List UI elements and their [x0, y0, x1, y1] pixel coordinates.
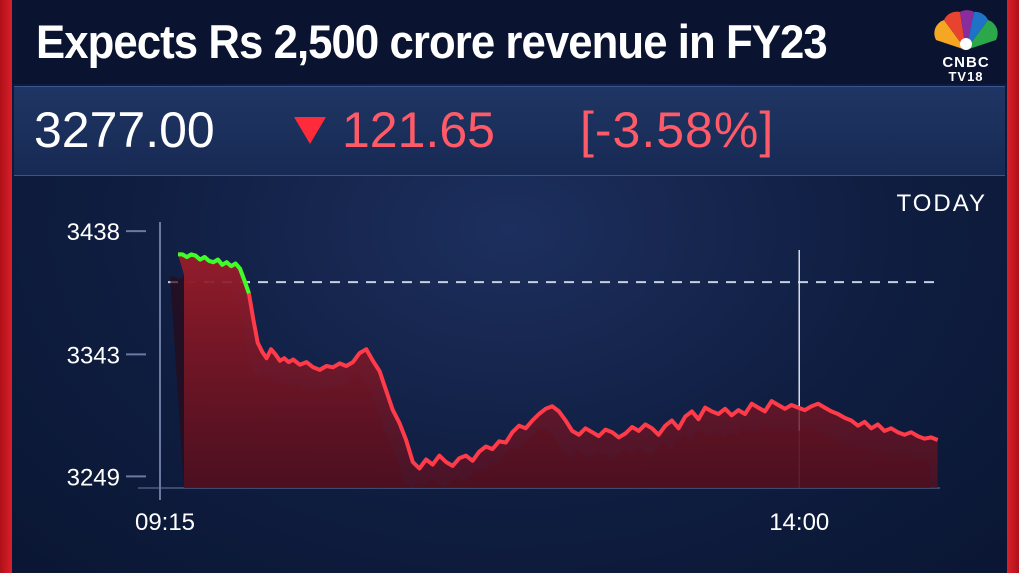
price-area-fill — [178, 254, 938, 488]
y-tick-label: 3438 — [67, 219, 120, 246]
cnbc-tv18-logo: CNBC TV18 — [926, 8, 1006, 86]
last-price: 3277.00 — [34, 102, 215, 158]
price-line-above-close — [178, 252, 251, 295]
y-tick-label: 3249 — [67, 464, 120, 491]
headline-text: Expects Rs 2,500 crore revenue in FY23 — [36, 15, 828, 68]
quote-bar: 3277.00 121.65 [-3.58%] — [14, 86, 1005, 176]
left-frame-bar — [0, 0, 12, 573]
price-change: 121.65 — [342, 102, 495, 158]
peacock-icon — [934, 10, 998, 50]
logo-text-tv18: TV18 — [948, 69, 984, 84]
headline-banner: Expects Rs 2,500 crore revenue in FY23 — [12, 0, 1007, 84]
logo-text-cnbc: CNBC — [942, 54, 990, 71]
x-tick-label: 14:00 — [769, 509, 829, 536]
period-label: TODAY — [896, 190, 987, 217]
down-triangle-icon — [294, 117, 326, 144]
percent-change: [-3.58%] — [580, 102, 775, 158]
x-tick-label: 09:15 — [135, 509, 195, 536]
right-frame-bar — [1007, 0, 1019, 573]
price-line-below-close — [178, 252, 939, 471]
y-tick-label: 3343 — [67, 342, 120, 369]
